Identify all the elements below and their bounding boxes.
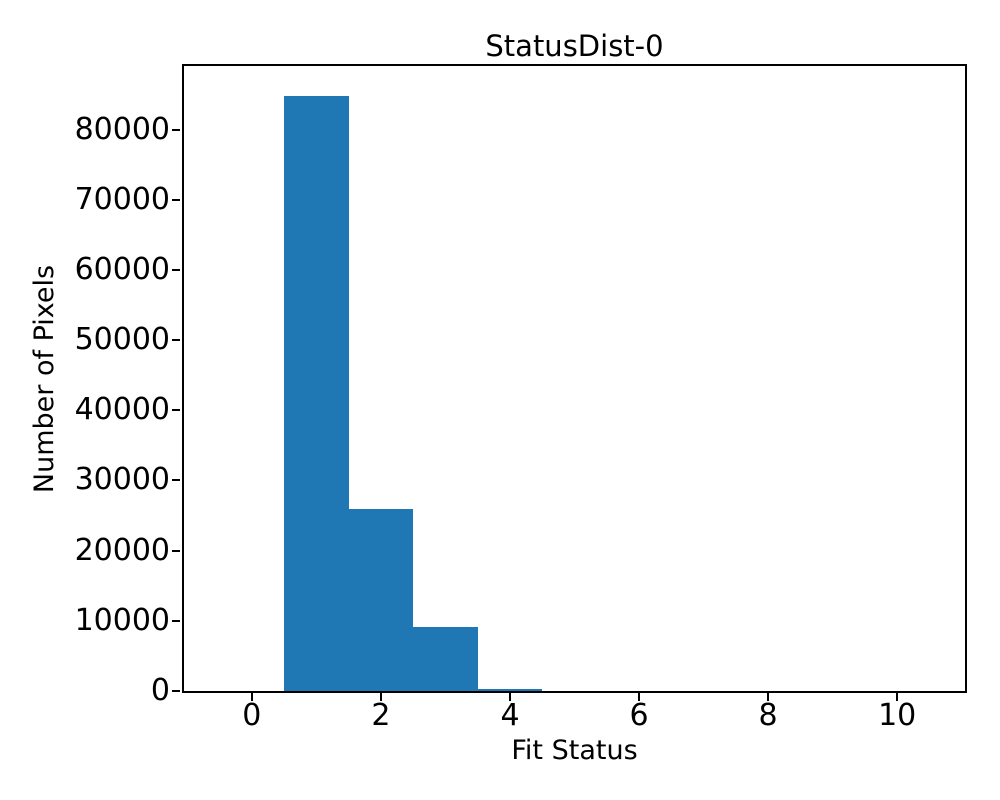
y-tick-mark <box>172 339 180 341</box>
y-tick-label: 60000 <box>74 251 170 287</box>
x-tick-label: 0 <box>242 698 262 733</box>
histogram-bar <box>477 688 543 691</box>
x-tick-label: 2 <box>371 698 391 733</box>
y-tick-label: 20000 <box>74 532 170 568</box>
x-tick-label: 8 <box>758 698 778 733</box>
y-tick-mark <box>172 268 180 271</box>
y-tick-mark <box>172 198 180 201</box>
y-axis-label: Number of Pixels <box>29 264 61 494</box>
x-tick-mark <box>638 693 640 701</box>
plot-area <box>172 64 967 701</box>
y-tick-label: 40000 <box>74 392 170 428</box>
x-tick-mark <box>509 693 511 701</box>
x-tick-mark <box>379 693 382 701</box>
x-tick-mark <box>767 693 770 701</box>
chart-title: StatusDist-0 <box>485 29 664 63</box>
x-tick-label: 4 <box>500 698 520 733</box>
y-tick-label: 0 <box>150 673 170 708</box>
histogram-bar <box>348 508 414 691</box>
x-tick-mark <box>896 693 899 701</box>
histogram-bar <box>413 627 478 691</box>
y-tick-mark <box>172 690 180 692</box>
y-tick-mark <box>172 619 180 622</box>
y-tick-mark <box>172 479 180 482</box>
y-tick-label: 10000 <box>74 602 170 638</box>
y-tick-label: 70000 <box>74 181 170 217</box>
x-tick-label: 6 <box>629 698 649 733</box>
x-axis-label: Fit Status <box>511 735 638 766</box>
y-tick-label: 50000 <box>74 322 170 357</box>
y-tick-label: 30000 <box>74 462 170 498</box>
y-tick-mark <box>172 409 180 412</box>
x-tick-label: 10 <box>878 698 917 733</box>
histogram-bar <box>284 95 349 691</box>
x-tick-mark <box>250 693 253 701</box>
y-tick-mark <box>172 549 180 552</box>
y-tick-label: 80000 <box>74 111 170 147</box>
y-tick-mark <box>172 128 180 131</box>
